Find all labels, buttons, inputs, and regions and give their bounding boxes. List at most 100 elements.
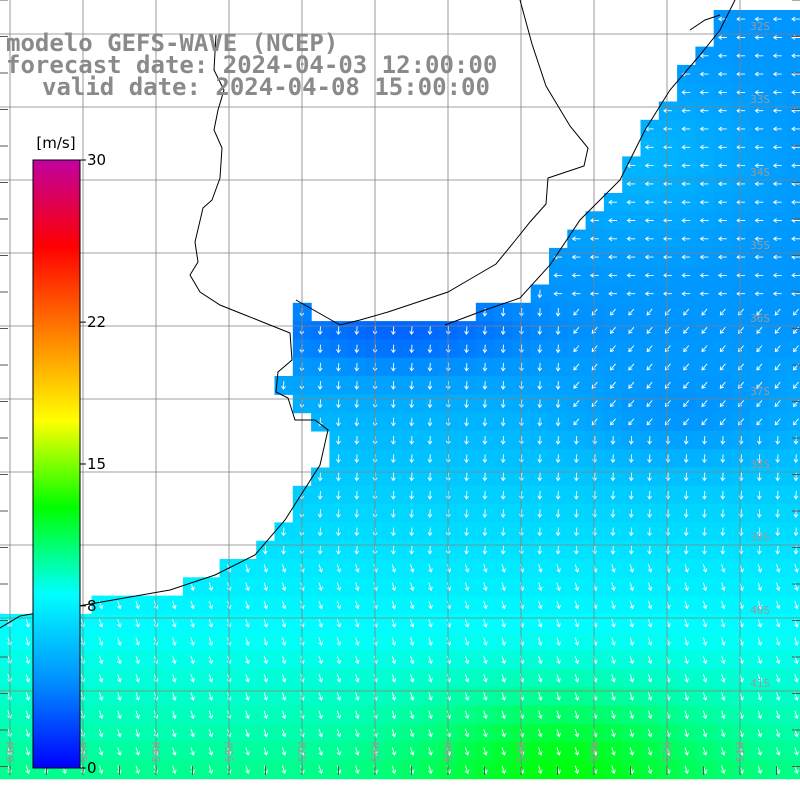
wind-arrow [591, 381, 598, 389]
wind-arrow [738, 418, 745, 426]
wind-arrow [720, 509, 726, 518]
wind-arrow [427, 344, 433, 354]
wind-arrow [775, 747, 781, 756]
wind-arrow [245, 564, 250, 573]
wind-arrow [608, 291, 617, 297]
wind-arrow [391, 472, 396, 482]
wind-cell [786, 504, 800, 523]
wind-arrow [117, 692, 122, 701]
wind-arrow [354, 490, 360, 500]
wind-arrow [556, 728, 561, 738]
wind-arrow [684, 710, 689, 720]
wind-arrow [208, 728, 214, 738]
wind-arrow [537, 289, 543, 299]
wind-arrow [665, 545, 671, 555]
wind-arrow [646, 381, 653, 389]
wind-arrow [25, 673, 31, 683]
wind-arrow [391, 564, 397, 573]
wind-arrow [538, 637, 543, 646]
wind-arrow [665, 509, 671, 518]
wind-arrow [318, 637, 323, 646]
wind-arrow [626, 236, 636, 242]
wind-arrow [609, 308, 616, 316]
wind-arrow [628, 418, 635, 426]
wind-arrow [702, 692, 708, 701]
wind-arrow [699, 53, 709, 59]
wind-arrow [628, 436, 634, 445]
wind-arrow [172, 747, 177, 756]
wind-arrow [754, 16, 764, 22]
wind-arrow [538, 582, 543, 592]
wind-arrow [736, 273, 746, 278]
wind-arrow [702, 454, 707, 464]
lat-label: 36S [750, 312, 770, 325]
wind-arrow [427, 381, 433, 390]
wind-arrow [574, 747, 580, 756]
wind-arrow [427, 362, 433, 372]
wind-arrow [336, 564, 342, 573]
wind-arrow [681, 90, 691, 95]
wind-arrow [646, 363, 653, 371]
wind-arrow [647, 527, 652, 537]
wind-arrow [208, 655, 214, 665]
wind-arrow [721, 765, 726, 775]
wind-arrow [428, 619, 433, 628]
wind-cell [786, 467, 800, 487]
wind-arrow [281, 692, 287, 701]
wind-arrow [592, 509, 598, 518]
wind-arrow [736, 71, 746, 77]
wind-arrow [775, 490, 781, 500]
wind-arrow [754, 236, 764, 242]
wind-arrow [683, 436, 689, 445]
wind-arrow [555, 307, 561, 317]
wind-arrow [647, 600, 653, 610]
wind-arrow [702, 582, 708, 592]
wind-cell [786, 522, 800, 542]
wind-arrow [263, 600, 269, 610]
wind-arrow [721, 747, 726, 756]
wind-arrow [537, 307, 543, 317]
wind-arrow [683, 381, 690, 389]
wind-arrow [772, 291, 782, 297]
wind-arrow [717, 108, 727, 114]
wind-arrow [684, 747, 689, 756]
wind-arrow [757, 509, 762, 518]
wind-arrow [336, 710, 342, 720]
wind-arrow [791, 273, 800, 278]
wind-arrow [172, 655, 177, 665]
wind-arrow [208, 600, 214, 610]
wind-arrow [464, 564, 470, 573]
wind-arrow [717, 35, 727, 40]
wind-arrow [664, 418, 671, 426]
wind-arrow [501, 655, 506, 665]
lon-label: 57W [296, 742, 309, 762]
wind-arrow [98, 655, 104, 665]
wind-arrow [608, 236, 617, 242]
wind-arrow [537, 417, 543, 427]
wind-arrow [537, 490, 543, 500]
wind-arrow [172, 673, 177, 683]
wind-arrow [571, 236, 581, 242]
wind-arrow [775, 436, 781, 445]
wind-arrow [98, 710, 104, 720]
wind-arrow [702, 545, 707, 555]
wind-arrow [664, 363, 671, 371]
wind-arrow [701, 326, 708, 334]
wind-arrow [754, 181, 764, 187]
wind-arrow [263, 619, 269, 628]
wind-arrow [135, 728, 140, 738]
wind-arrow [589, 273, 599, 278]
wind-arrow [336, 747, 342, 756]
wind-arrow [644, 291, 654, 297]
wind-arrow [702, 472, 707, 482]
wind-arrow [391, 728, 397, 738]
wind-arrow [336, 527, 341, 537]
wind-arrow [628, 545, 634, 555]
wind-arrow [702, 673, 708, 683]
wind-arrow [245, 710, 250, 720]
wind-arrow [354, 399, 360, 409]
wind-arrow [355, 655, 360, 665]
wind-arrow [354, 417, 360, 427]
wind-arrow [409, 710, 415, 720]
wind-arrow [555, 344, 561, 354]
